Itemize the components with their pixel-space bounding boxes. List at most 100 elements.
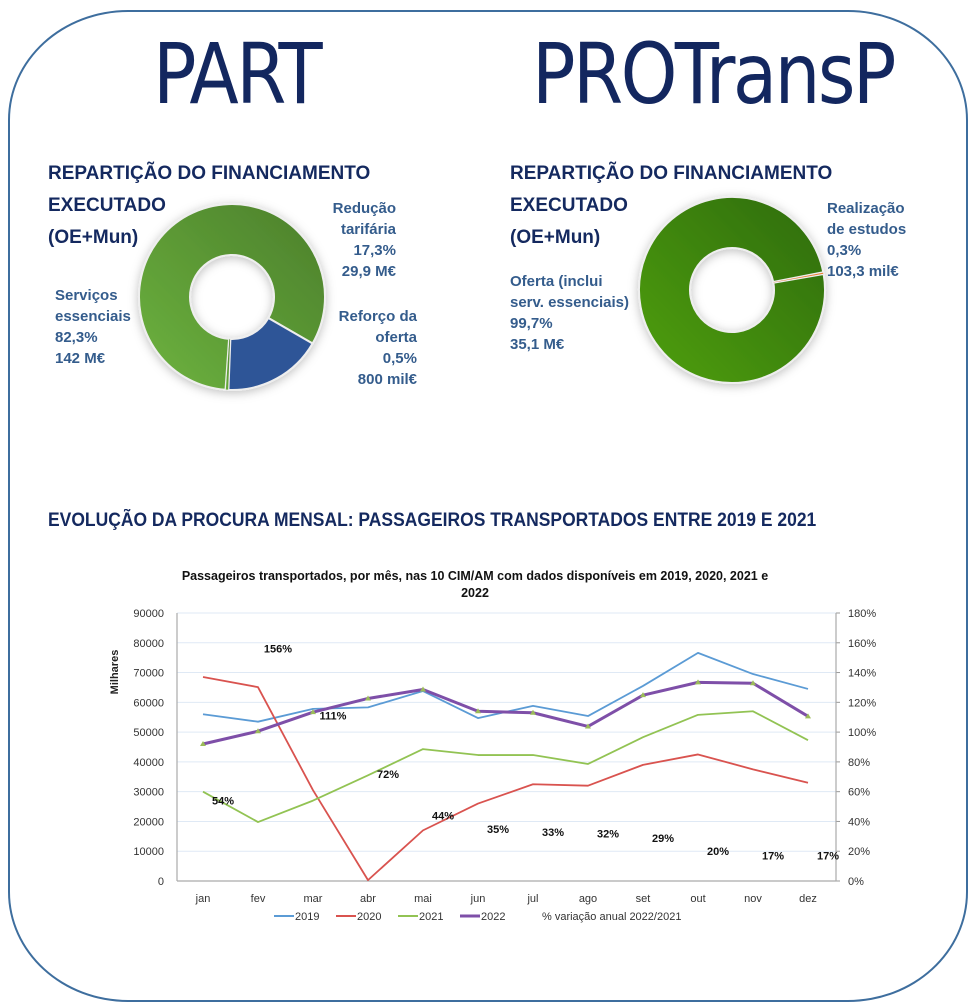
legend-label: 2020 — [357, 911, 381, 923]
series-marker-2022 — [640, 692, 646, 698]
line-chart-title: Passageiros transportados, por mês, nas … — [130, 568, 820, 602]
donut-slice — [225, 338, 231, 391]
x-tick-label: jan — [195, 893, 211, 905]
pct-data-label: 44% — [432, 810, 454, 822]
pct-data-label: 20% — [707, 846, 729, 858]
series-marker-2022 — [530, 709, 536, 715]
y-tick-label: 70000 — [133, 668, 164, 680]
series-line-2022 — [202, 680, 809, 746]
label-text: Realização — [827, 200, 905, 217]
label-text: essenciais — [55, 308, 131, 325]
pct-data-label: 111% — [320, 711, 347, 723]
chart-title-line-2: 2022 — [461, 586, 489, 600]
series-marker-2022 — [805, 713, 811, 719]
y2-tick-label: 60% — [848, 787, 870, 799]
protransp-title-line-2: EXECUTADO — [510, 195, 628, 216]
label-amount: 35,1 M€ — [510, 336, 565, 353]
y-tick-label: 80000 — [133, 638, 164, 650]
pct-data-label: 156% — [264, 644, 292, 656]
y2-tick-label: 100% — [848, 727, 876, 739]
label-amount: 800 mil€ — [357, 371, 417, 388]
label-reducao-tarifaria: Redução tarifária 17,3% 29,9 M€ — [300, 198, 396, 282]
x-tick-label: set — [636, 893, 651, 905]
label-percent: 99,7% — [510, 315, 553, 332]
label-text: oferta — [375, 329, 417, 346]
label-percent: 82,3% — [55, 329, 98, 346]
y2-tick-label: 120% — [848, 697, 876, 709]
label-text: Redução — [332, 200, 396, 217]
legend-label: 2022 — [481, 911, 505, 923]
y2-tick-label: 180% — [848, 608, 876, 620]
y-tick-label: 60000 — [133, 697, 164, 709]
x-tick-label: out — [690, 893, 705, 905]
series-marker-2022 — [420, 686, 426, 692]
pct-data-label: 17% — [817, 851, 839, 863]
rounded-frame — [8, 10, 968, 1002]
pct-data-label: 17% — [762, 851, 784, 863]
pct-data-label: 35% — [487, 824, 509, 836]
label-amount: 29,9 M€ — [341, 263, 396, 280]
series-marker-2022 — [200, 741, 206, 747]
series-marker-2022 — [475, 708, 481, 714]
x-tick-label: jun — [470, 893, 486, 905]
label-percent: 0,3% — [827, 242, 862, 259]
y-tick-label: 90000 — [133, 608, 164, 620]
x-tick-label: dez — [799, 893, 817, 905]
label-text: tarifária — [340, 221, 396, 238]
legend-label: % variação anual 2022/2021 — [542, 911, 681, 923]
protransp-section-title: REPARTIÇÃO DO FINANCIAMENTO EXECUTADO (O… — [510, 158, 832, 254]
label-percent: 17,3% — [353, 242, 396, 259]
series-line-2021 — [202, 710, 809, 823]
series-marker-2022 — [750, 680, 756, 686]
y2-tick-label: 0% — [848, 876, 864, 888]
label-amount: 142 M€ — [55, 350, 106, 367]
donut-slice — [772, 271, 824, 284]
series-marker-2022 — [695, 679, 701, 685]
x-tick-label: mar — [304, 893, 323, 905]
pct-data-label: 54% — [212, 796, 234, 808]
chart-title-line-1: Passageiros transportados, por mês, nas … — [181, 569, 769, 583]
protransp-donut-chart — [638, 195, 826, 384]
protransp-title-line-3: (OE+Mun) — [510, 227, 601, 248]
series-marker-2022 — [365, 695, 371, 701]
legend-label: 2019 — [295, 911, 319, 923]
part-title-line-1: REPARTIÇÃO DO FINANCIAMENTO — [48, 163, 371, 184]
donut-slice — [638, 195, 826, 384]
label-text: de estudos — [827, 221, 907, 238]
label-servicos-essenciais: Serviços essenciais 82,3% 142 M€ — [55, 285, 131, 369]
x-tick-label: mai — [414, 893, 432, 905]
x-tick-label: ago — [579, 893, 597, 905]
x-tick-label: jul — [526, 893, 538, 905]
y2-tick-label: 160% — [848, 638, 876, 650]
label-oferta: Oferta (inclui serv. essenciais) 99,7% 3… — [510, 271, 629, 355]
label-text: serv. essenciais) — [510, 294, 629, 311]
label-text: Serviços — [55, 287, 118, 304]
label-percent: 0,5% — [382, 350, 417, 367]
y2-tick-label: 140% — [848, 668, 876, 680]
series-marker-2022 — [310, 709, 316, 715]
pct-data-label: 72% — [377, 769, 399, 781]
line-chart: 0 10000 20000 30000 40000 50000 60000 70000 8000… — [109, 608, 876, 923]
donut-slice — [138, 203, 326, 391]
part-title-line-3: (OE+Mun) — [48, 227, 139, 248]
y-tick-label: 40000 — [133, 757, 164, 769]
series-marker-2022 — [585, 723, 591, 729]
y2-tick-label: 40% — [848, 816, 870, 828]
part-title: PART — [153, 25, 323, 123]
y-tick-label: 30000 — [133, 787, 164, 799]
pct-data-label: 33% — [542, 827, 564, 839]
x-tick-label: abr — [360, 893, 376, 905]
label-reforco-oferta: Reforço da oferta 0,5% 800 mil€ — [300, 306, 417, 390]
part-section-title: REPARTIÇÃO DO FINANCIAMENTO EXECUTADO (O… — [48, 158, 370, 254]
y-tick-label: 0 — [158, 876, 164, 888]
protransp-title: PROTransP — [532, 25, 896, 123]
y2-tick-label: 80% — [848, 757, 870, 769]
pct-data-label: 32% — [597, 828, 619, 840]
y-tick-label: 20000 — [133, 816, 164, 828]
label-amount: 103,3 mil€ — [827, 263, 899, 280]
label-text: Oferta (inclui — [510, 273, 603, 290]
part-title-line-2: EXECUTADO — [48, 195, 166, 216]
y-tick-label: 10000 — [133, 846, 164, 858]
y-tick-label: 50000 — [133, 727, 164, 739]
series-marker-2022 — [255, 728, 261, 734]
